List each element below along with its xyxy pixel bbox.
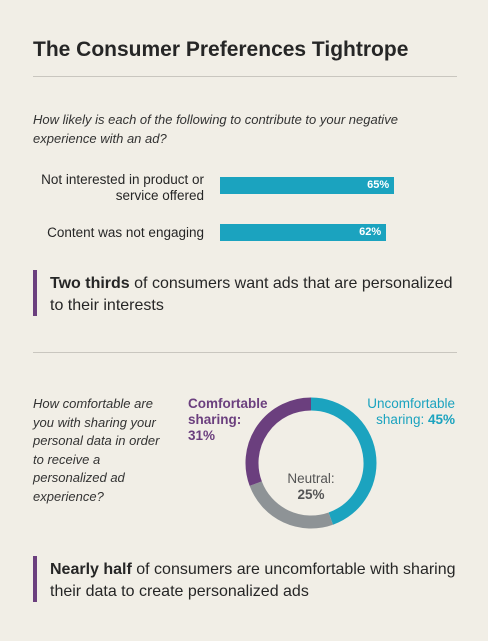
category-label: Comfortable sharing: [188, 396, 268, 427]
question: How likely is each of the following to c… [33, 112, 398, 146]
callout-text: of consumers want ads that are personali… [50, 275, 453, 314]
question: How comfortable are you with sharing you… [33, 396, 160, 504]
value-label: 31% [188, 428, 216, 443]
callout-bold: Two thirds [50, 275, 130, 292]
donut-segment [249, 481, 333, 529]
callout: Nearly half of consumers are uncomfortab… [50, 559, 460, 603]
bar: 65% [220, 177, 395, 194]
callout-bold: Nearly half [50, 561, 132, 578]
value-label: 65% [367, 179, 390, 191]
divider [33, 352, 457, 353]
page-title: The Consumer Preferences Tightrope [33, 38, 409, 61]
donut-segment [310, 397, 377, 525]
callout-bar [33, 270, 37, 316]
category-label: Neutral: [287, 471, 335, 486]
donut-label: Neutral: 25% [271, 471, 351, 503]
callout: Two thirds of consumers want ads that ar… [50, 273, 460, 317]
donut-label: Comfortable sharing: 31% [188, 396, 270, 444]
divider [33, 76, 457, 77]
category-label: Uncomfortable sharing: [367, 396, 455, 427]
category-label: Content was not engaging [47, 225, 204, 240]
bar: 62% [220, 224, 387, 241]
value-label: 45% [427, 412, 455, 427]
category-label: Not interested in product or service off… [41, 172, 204, 203]
callout-text: of consumers are uncomfortable with shar… [50, 561, 456, 600]
donut-label: Uncomfortable sharing: 45% [350, 396, 455, 428]
value-label: 25% [297, 487, 325, 502]
donut-segment [245, 397, 312, 486]
value-label: 62% [359, 226, 382, 238]
callout-bar [33, 556, 37, 602]
